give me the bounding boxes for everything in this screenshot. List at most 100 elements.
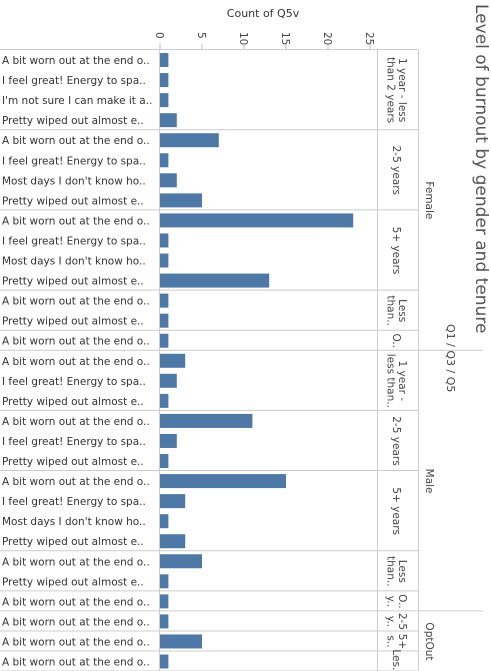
category-label: Pretty wiped out almost e.. [2,456,144,468]
tenure-label-line: Less [396,299,408,322]
x-tick-label: 5 [195,32,207,39]
category-label: Pretty wiped out almost e.. [2,536,144,548]
tenure-label: O..y.. [384,594,408,609]
gender-label: OptOut [423,622,435,660]
category-label: A bit worn out at the end o.. [2,636,150,648]
bar [160,233,169,248]
tenure-label: Lessthan.. [384,295,408,326]
tenure-label-line: than 2 years [384,57,396,123]
category-label: Pretty wiped out almost e.. [2,195,144,207]
gender-label: Male [423,469,435,494]
bar [160,614,169,629]
category-label: A bit worn out at the end o.. [2,657,150,669]
bar [160,474,286,489]
category-label: Most days I don't know ho.. [2,256,146,268]
x-tick-label: 10 [237,32,249,45]
bars [160,53,354,669]
tenure-label-line: O.. [390,333,402,348]
gender-label: Female [423,181,435,219]
bar [160,153,169,168]
tenure-label: 2-5 years [390,416,402,465]
category-label: Pretty wiped out almost e.. [2,276,144,288]
bar [160,654,169,669]
category-label: A bit worn out at the end o.. [2,416,150,428]
bar [160,373,177,388]
bar [160,93,169,108]
bar [160,293,169,308]
bar [160,253,169,268]
category-label: Pretty wiped out almost e.. [2,115,144,127]
tenure-label: O.. [390,333,402,348]
bar [160,454,169,469]
x-axis-ticks: 0 5 10 15 20 25 [153,32,375,49]
bar [160,113,177,128]
tenure-label-line: 5+ [396,634,408,649]
category-label: Most days I don't know ho.. [2,175,146,187]
tenure-label: 2-5y.. [384,613,408,630]
bar [160,353,186,368]
tenure-label: Lessthan.. [384,556,408,587]
tenure-label-line: less than.. [384,354,396,408]
bar [160,333,169,348]
category-label: I feel great! Energy to spa.. [2,75,146,87]
tenure-label: 1 year -less than.. [384,354,408,408]
bar [160,193,202,208]
category-label: Pretty wiped out almost e.. [2,396,144,408]
tenure-label-line: than.. [384,556,396,587]
tenure-label-line: 2-5 [396,613,408,630]
category-label: I feel great! Energy to spa.. [2,376,146,388]
category-label: A bit worn out at the end o.. [2,135,150,147]
category-label: A bit worn out at the end o.. [2,356,150,368]
category-label: A bit worn out at the end o.. [2,336,150,348]
tenure-label-line: than.. [384,295,396,326]
bar [160,413,253,428]
category-label: Pretty wiped out almost e.. [2,316,144,328]
tenure-label: 2-5 years [390,146,402,195]
tenure-label-line: s.. [384,635,396,647]
bar [160,53,169,68]
tenure-labels: 1 year - lessthan 2 years 2-5 years 5+ yea… [384,57,408,671]
tenure-label-line: y.. [384,616,396,627]
category-label: I feel great! Energy to spa.. [2,155,146,167]
category-label: Most days I don't know ho.. [2,516,146,528]
tenure-label: 5+ years [390,487,402,535]
tenure-label: 1 year - lessthan 2 years [384,57,408,123]
category-label: A bit worn out at the end o.. [2,476,150,488]
bar [160,393,169,408]
bar [160,313,169,328]
tenure-label-line: O.. [396,594,408,609]
x-tick-label: 0 [153,32,165,39]
bar [160,514,169,529]
x-tick-label: 25 [363,32,375,45]
gender-labels: Female Male OptOut [423,181,435,660]
bar [160,433,177,448]
bar [160,494,186,509]
tenure-label-line: 1 year - less [396,58,408,122]
bar [160,73,169,88]
tenure-label-line: y.. [384,596,396,607]
bar [160,534,186,549]
tenure-label: 5+ years [390,227,402,275]
category-label: A bit worn out at the end o.. [2,55,150,67]
category-label: I feel great! Energy to spa.. [2,436,146,448]
chart-title: Level of burnout by gender and tenure [471,4,491,333]
bar [160,594,169,609]
x-tick-label: 20 [321,32,333,45]
chart-subtitle: Q1 / Q3 / Q5 [444,324,457,392]
bar [160,213,354,228]
bar [160,634,202,649]
category-label: A bit worn out at the end o.. [2,556,150,568]
tenure-label-line: Less [396,560,408,583]
bar [160,173,177,188]
bar [160,554,202,569]
bar [160,574,169,589]
category-label: I feel great! Energy to spa.. [2,235,146,247]
tenure-label-line: 1 year - [396,361,408,402]
tenure-label-line: 2-5 years [390,416,402,465]
category-label: Pretty wiped out almost e.. [2,576,144,588]
category-labels: A bit worn out at the end o.. I feel grea… [2,55,152,669]
category-label: I feel great! Energy to spa.. [2,496,146,508]
tenure-label: 5+s.. [384,634,408,649]
bar [160,273,270,288]
